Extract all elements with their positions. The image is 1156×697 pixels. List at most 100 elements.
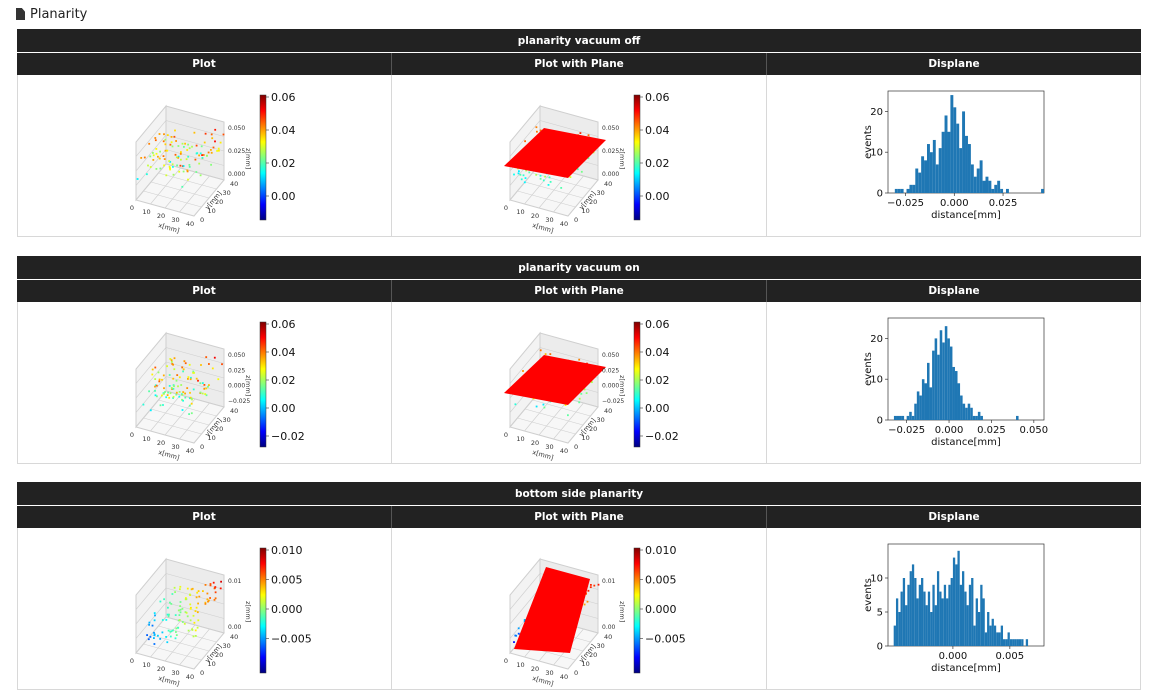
colorbar-tick-label: 0.06 bbox=[271, 91, 296, 104]
y-tick-label: 40 bbox=[230, 180, 238, 188]
scatter-point bbox=[543, 179, 546, 182]
scatter-point bbox=[153, 619, 156, 622]
z-axis-label: z[mm] bbox=[244, 601, 252, 622]
scatter-point bbox=[173, 357, 176, 360]
hist-bar bbox=[982, 598, 985, 646]
scatter-point bbox=[169, 358, 172, 360]
scatter-point bbox=[524, 140, 527, 143]
hist-y-tick-label: 10 bbox=[870, 375, 883, 386]
column-headers: Plot Plot with Plane Displane bbox=[17, 506, 1141, 528]
scatter-point bbox=[175, 393, 178, 396]
scatter-point bbox=[190, 412, 193, 415]
x-tick-label: 20 bbox=[531, 665, 539, 673]
x-tick-label: 0 bbox=[504, 657, 508, 665]
hist-bar bbox=[897, 188, 901, 193]
scatter-point bbox=[186, 387, 189, 389]
hist-bar bbox=[938, 591, 942, 646]
scatter-point bbox=[192, 635, 195, 638]
scatter-point bbox=[177, 619, 180, 622]
scatter-point bbox=[169, 635, 172, 638]
scatter-point bbox=[170, 141, 173, 144]
hist-bar bbox=[908, 411, 912, 420]
scatter-point bbox=[167, 629, 170, 632]
scatter-point bbox=[579, 397, 581, 400]
hist-bar bbox=[932, 584, 935, 646]
scatter-point bbox=[178, 395, 181, 398]
column-header-plot: Plot bbox=[17, 53, 391, 75]
scatter-point bbox=[179, 585, 182, 588]
column-headers: Plot Plot with Plane Displane bbox=[17, 53, 1141, 75]
x-tick-label: 0 bbox=[130, 431, 134, 439]
scatter-point bbox=[142, 403, 145, 406]
scatter-point bbox=[172, 388, 175, 390]
scatter-point bbox=[203, 141, 206, 144]
colorbar-tick-label: 0.00 bbox=[645, 402, 670, 415]
scatter-point bbox=[175, 391, 178, 394]
scatter-point bbox=[584, 388, 586, 391]
hist-bar bbox=[966, 605, 969, 646]
scatter-point bbox=[200, 364, 202, 366]
hist-bar bbox=[952, 557, 955, 646]
hist-bar bbox=[984, 632, 987, 646]
scatter-point bbox=[187, 178, 189, 181]
hist-bar bbox=[961, 571, 964, 646]
colorbar-tick-label: 0.02 bbox=[645, 157, 670, 170]
colorbar-tick-label: 0.06 bbox=[645, 91, 670, 104]
hist-x-tick-label: 0.050 bbox=[1019, 425, 1048, 436]
scatter-point bbox=[183, 360, 186, 363]
scatter-point bbox=[513, 173, 516, 176]
scatter-3d-plot: 0 10 20 30 40x[mm]010203040y[mm]0.0500.0250.… bbox=[130, 91, 296, 235]
y-tick-label: 0 bbox=[200, 443, 204, 451]
scatter-point bbox=[197, 602, 199, 605]
scatter-3d-plane-plot: 0 10 20 30 40x[mm]010203040y[mm]0.0500.0250.… bbox=[504, 91, 670, 235]
colorbar bbox=[259, 321, 267, 448]
x-tick-label: 40 bbox=[560, 220, 568, 228]
scatter-point bbox=[158, 378, 161, 381]
plot-with-plane-cell: 0 10 20 30 40 x[mm] 0 10 20 30 40 y[mm] 0.050 0.025 0.… bbox=[391, 302, 765, 463]
hist-y-axis-label: events bbox=[863, 578, 874, 612]
scatter-point bbox=[175, 156, 178, 159]
scatter-point bbox=[174, 614, 177, 616]
scatter-point bbox=[154, 366, 157, 369]
scatter-point bbox=[149, 636, 152, 638]
scatter-point bbox=[177, 626, 180, 629]
hist-bar bbox=[941, 598, 944, 646]
scatter-point bbox=[201, 392, 204, 395]
colorbar bbox=[259, 94, 267, 221]
scatter-point bbox=[210, 151, 213, 154]
scatter-point bbox=[191, 587, 194, 590]
scatter-point bbox=[545, 353, 547, 355]
z-tick-label: 0.025 bbox=[602, 148, 619, 155]
scatter-point bbox=[189, 593, 191, 596]
scatter-point bbox=[181, 185, 184, 188]
hist-x-tick-label: 0.005 bbox=[995, 651, 1024, 662]
scatter-point bbox=[593, 584, 596, 587]
scatter-point bbox=[201, 154, 203, 156]
scatter-point bbox=[148, 390, 150, 393]
scatter-point bbox=[178, 170, 181, 173]
hist-bar bbox=[1002, 639, 1005, 646]
scatter-point bbox=[584, 603, 586, 606]
scatter-point bbox=[180, 384, 183, 386]
hist-bar bbox=[938, 148, 942, 193]
plot-with-plane-cell: 0 10 20 30 40 x[mm] 0 10 20 30 40 y[mm] 0.01 0.00 z[mm… bbox=[391, 528, 765, 689]
y-tick-label: 20 bbox=[589, 651, 597, 659]
scatter-point bbox=[543, 406, 546, 409]
scatter-point bbox=[188, 363, 191, 366]
hist-bar bbox=[895, 598, 898, 646]
scatter-point bbox=[188, 404, 191, 407]
hist-bar bbox=[963, 591, 967, 646]
grid-line bbox=[158, 399, 217, 417]
scatter-point bbox=[518, 627, 520, 630]
hist-bar bbox=[964, 407, 968, 420]
scatter-point bbox=[212, 581, 215, 584]
grid-line bbox=[540, 120, 599, 137]
scatter-point bbox=[174, 637, 177, 640]
z-tick-label: 0.000 bbox=[228, 383, 245, 390]
hist-bar bbox=[991, 188, 994, 193]
hist-bar bbox=[976, 168, 980, 193]
scatter-point bbox=[172, 363, 174, 366]
section-bottom-side: bottom side planarity Plot Plot with Pla… bbox=[17, 482, 1141, 690]
hist-bar bbox=[973, 176, 977, 193]
hist-bar bbox=[900, 188, 904, 193]
